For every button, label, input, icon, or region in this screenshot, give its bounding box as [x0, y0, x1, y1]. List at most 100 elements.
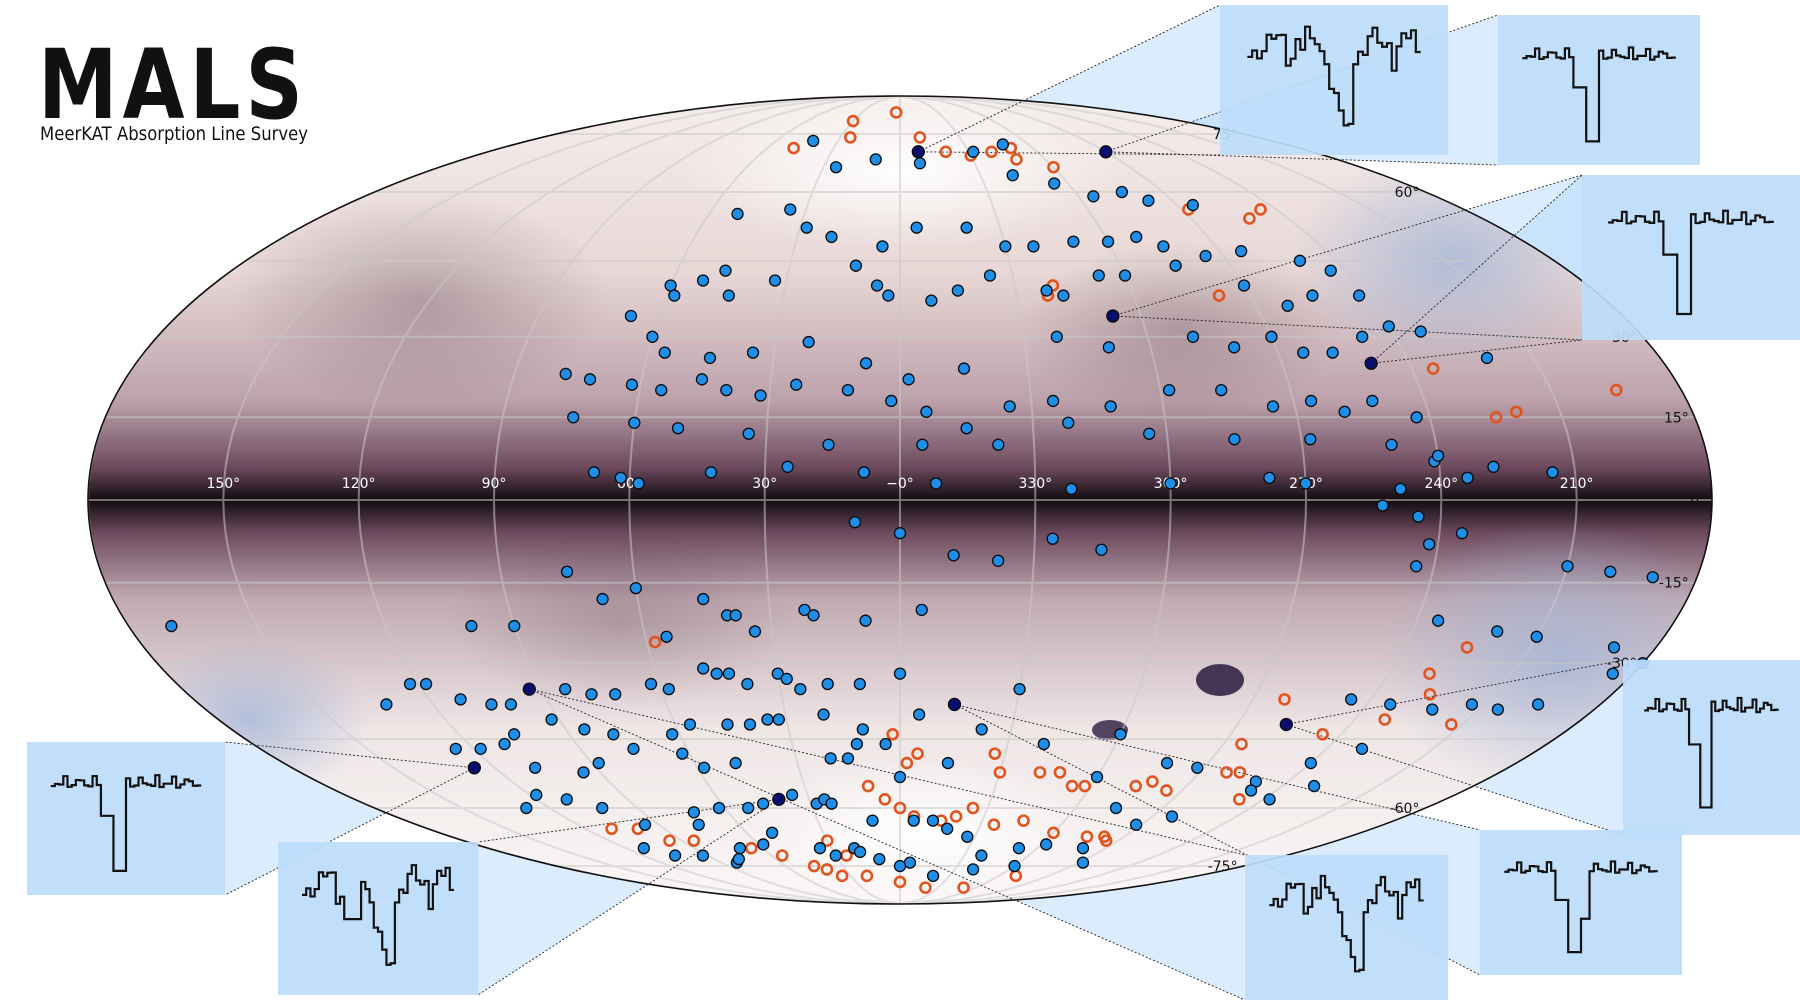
detection-marker — [687, 806, 701, 819]
detection-marker — [731, 207, 744, 221]
nondetection-marker — [900, 756, 914, 770]
detection-marker — [1461, 471, 1474, 485]
detection-marker — [662, 683, 675, 696]
detection-marker — [1604, 565, 1617, 578]
inset-connector — [1371, 339, 1583, 364]
detection-marker — [644, 677, 658, 691]
lat-tick-label: -75° — [1208, 859, 1238, 875]
detection-marker — [655, 383, 668, 397]
detection-marker — [1076, 856, 1090, 869]
detection-marker — [1263, 793, 1276, 806]
detection-marker — [1046, 532, 1059, 545]
detection-marker — [893, 527, 907, 540]
detection-marker — [592, 756, 605, 770]
detection-marker — [560, 565, 574, 578]
detection-marker — [1065, 482, 1078, 496]
detection-marker — [915, 603, 928, 617]
detection-marker — [1104, 400, 1117, 413]
lat-tick-label: 60° — [1395, 185, 1420, 201]
detection-marker — [1326, 346, 1339, 359]
nondetection-marker — [985, 145, 998, 159]
detection-marker — [853, 677, 866, 691]
detection-marker — [960, 221, 973, 234]
nondetection-marker — [820, 834, 834, 847]
absorption-spectrum-trace — [1644, 696, 1779, 809]
detection-marker — [1530, 630, 1543, 643]
detection-marker — [975, 849, 988, 862]
absorption-spectrum-trace — [1247, 25, 1421, 127]
nondetection-marker — [861, 779, 875, 793]
nondetection-marker — [687, 834, 701, 847]
detection-marker — [1324, 264, 1337, 277]
detection-marker — [1050, 330, 1063, 343]
highlighted-absorber-marker — [1106, 309, 1120, 323]
detection-marker — [1394, 482, 1407, 496]
inset-connector — [1286, 659, 1624, 725]
longitude-gridline — [899, 96, 1443, 904]
detection-marker — [748, 625, 762, 638]
detection-marker — [916, 438, 929, 451]
longitude-gridline — [899, 96, 1578, 904]
detection-marker — [876, 240, 889, 253]
detection-marker — [629, 582, 643, 595]
longitude-gridline — [899, 96, 1172, 904]
detection-marker — [1422, 538, 1436, 551]
detection-marker — [1299, 477, 1312, 490]
detection-marker — [822, 438, 835, 451]
inset-connector — [224, 767, 475, 896]
highlighted-absorber-marker — [522, 682, 536, 696]
nondetection-marker — [820, 863, 834, 876]
inset-connector — [477, 798, 779, 843]
map-border — [87, 95, 1713, 905]
detection-marker — [658, 346, 671, 359]
detection-marker — [712, 801, 726, 815]
inset-connector — [1105, 151, 1499, 166]
detection-marker — [1561, 560, 1574, 573]
nondetection-marker — [957, 881, 970, 894]
detection-marker — [498, 737, 511, 751]
detection-marker — [1297, 346, 1310, 359]
detection-marker — [668, 289, 681, 302]
detection-marker — [671, 422, 685, 435]
detection-marker — [790, 378, 803, 391]
detection-marker — [485, 698, 498, 711]
lon-tick-label: −0° — [886, 476, 914, 492]
logo-title: MALS — [38, 29, 308, 141]
spectrum-inset-panel — [1220, 5, 1448, 155]
lon-tick-label: 210° — [1560, 476, 1594, 492]
inset-connector — [529, 688, 1246, 856]
detection-marker — [1101, 235, 1115, 248]
detection-marker — [910, 221, 923, 234]
detection-marker — [1164, 477, 1177, 490]
detection-marker — [913, 157, 927, 170]
absorption-spectrum-trace — [302, 864, 454, 966]
detection-marker — [794, 683, 807, 696]
nondetection-marker — [889, 106, 903, 119]
detection-marker — [761, 713, 774, 726]
detection-marker — [1012, 842, 1026, 855]
detection-marker — [1384, 698, 1397, 711]
detection-marker — [559, 683, 572, 696]
nondetection-marker — [605, 822, 618, 836]
detection-marker — [1293, 254, 1307, 267]
detection-marker — [1087, 190, 1100, 203]
detection-marker — [1304, 394, 1318, 408]
detection-marker — [596, 592, 609, 606]
detection-marker — [813, 842, 827, 855]
detection-marker — [704, 466, 718, 479]
highlighted-absorber-marker — [467, 761, 481, 775]
detection-marker — [1355, 742, 1369, 755]
detection-marker — [1345, 693, 1358, 706]
source-markers — [165, 106, 1659, 894]
nondetection-marker — [1065, 779, 1079, 793]
detection-marker — [800, 221, 813, 234]
detection-marker — [996, 138, 1009, 151]
nondetection-marker — [1489, 410, 1503, 424]
inset-wedge — [954, 704, 1480, 975]
detection-marker — [967, 145, 980, 158]
detection-marker — [841, 383, 855, 397]
detection-marker — [1414, 325, 1427, 338]
detection-marker — [504, 698, 518, 711]
detection-marker — [668, 849, 682, 862]
